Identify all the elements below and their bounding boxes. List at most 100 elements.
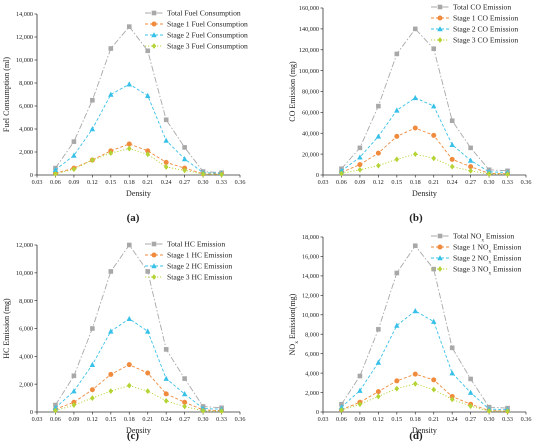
x-tick-label: 0.12 <box>87 179 98 186</box>
series-line <box>341 373 508 412</box>
legend-marker <box>151 241 157 247</box>
data-point <box>375 150 381 156</box>
x-tick-label: 0.06 <box>50 416 61 423</box>
legend-label: Stage 3 HC Emission <box>167 273 232 282</box>
data-point <box>505 171 510 178</box>
data-point <box>145 370 151 376</box>
legend-marker <box>151 32 157 38</box>
data-point <box>412 371 418 377</box>
legend-marker <box>437 4 443 10</box>
data-point <box>412 243 418 249</box>
series-3 <box>338 94 511 175</box>
series-line <box>341 383 508 412</box>
y-tick-label: 60,000 <box>302 110 319 117</box>
data-point <box>145 48 151 54</box>
data-point <box>163 397 169 404</box>
x-axis-label: Density <box>412 189 437 198</box>
data-point <box>431 386 437 393</box>
x-tick-label: 0.30 <box>198 416 209 423</box>
x-tick-label: 0.18 <box>410 179 421 186</box>
data-point <box>449 396 455 403</box>
series-3 <box>338 307 511 412</box>
legend-label-part: Total NO <box>453 232 482 241</box>
legend-marker <box>437 37 443 43</box>
y-tick-label: 120,000 <box>299 47 319 54</box>
legend: Total CO Emission Stage 1 CO Emission Stag… <box>431 3 518 45</box>
panel-caption: (b) <box>409 212 423 224</box>
x-tick-label: 0.24 <box>447 416 458 423</box>
series-line <box>55 143 222 175</box>
legend-label: Stage 2 CO Emission <box>453 25 518 34</box>
data-point <box>126 145 132 152</box>
data-point <box>163 159 169 165</box>
data-point <box>357 162 363 168</box>
y-tick-label: 6,000 <box>19 326 33 333</box>
data-point <box>449 118 455 124</box>
x-tick-label: 0.27 <box>465 416 476 423</box>
data-point <box>431 266 437 272</box>
x-tick-label: 0.27 <box>179 179 190 186</box>
data-point <box>394 107 400 113</box>
y-tick-label: 16,000 <box>302 254 319 261</box>
data-point <box>90 97 95 103</box>
data-point <box>90 157 95 163</box>
x-tick-label: 0.03 <box>32 416 43 423</box>
y-tick-label: 2,000 <box>19 381 33 388</box>
data-point <box>375 359 382 365</box>
data-point <box>449 156 455 162</box>
y-tick-label: 4,000 <box>305 370 319 377</box>
legend-marker <box>437 15 443 21</box>
x-tick-label: 0.24 <box>161 179 172 186</box>
data-point <box>52 166 59 173</box>
series-line <box>341 310 508 411</box>
data-point <box>53 170 58 177</box>
data-point <box>449 345 455 351</box>
data-point <box>108 269 114 274</box>
x-tick-label: 0.06 <box>336 179 347 186</box>
data-point <box>71 152 77 158</box>
legend-marker <box>437 266 443 272</box>
data-point <box>357 401 363 408</box>
x-tick-label: 0.09 <box>354 416 365 423</box>
legend-label-part: Stage 3 NO <box>453 265 489 274</box>
data-point <box>145 388 151 395</box>
panel-caption: (a) <box>127 212 140 224</box>
data-point <box>71 166 77 173</box>
x-tick-label: 0.30 <box>484 416 495 423</box>
data-point <box>412 26 418 32</box>
x-tick-label: 0.09 <box>68 179 79 186</box>
data-point <box>394 270 400 276</box>
data-point <box>145 269 151 274</box>
y-tick-label: 160,000 <box>299 5 319 12</box>
data-point <box>89 361 96 367</box>
x-tick-label: 0.03 <box>318 179 329 186</box>
series-line <box>55 25 222 174</box>
data-point <box>108 388 114 395</box>
data-point <box>89 126 96 132</box>
x-tick-label: 0.18 <box>124 179 135 186</box>
legend-label-part: Stage 1 NO <box>453 243 489 252</box>
legend-label-part: Emission <box>491 243 521 252</box>
data-point <box>394 133 400 139</box>
x-tick-label: 0.12 <box>87 416 98 423</box>
data-point <box>449 141 455 148</box>
data-point <box>163 347 169 352</box>
series-line <box>55 364 222 412</box>
data-point <box>339 407 344 413</box>
legend-label: Total HC Emission <box>167 240 225 249</box>
y-tick-label: 4,000 <box>19 126 33 133</box>
data-point <box>89 387 95 393</box>
y-axis-label-part: x <box>294 341 300 344</box>
y-tick-label: 0 <box>316 409 319 416</box>
y-tick-label: 8,000 <box>19 80 33 87</box>
y-axis-label-part: Emission(mg) <box>288 293 297 341</box>
panel-caption: (c) <box>127 430 140 442</box>
data-point <box>182 376 187 381</box>
y-tick-label: 8,000 <box>305 331 319 338</box>
data-point <box>431 46 437 52</box>
y-tick-label: 6,000 <box>19 103 33 110</box>
data-point <box>431 103 437 109</box>
y-tick-label: 12,000 <box>302 293 319 300</box>
y-tick-label: 0 <box>30 172 33 179</box>
